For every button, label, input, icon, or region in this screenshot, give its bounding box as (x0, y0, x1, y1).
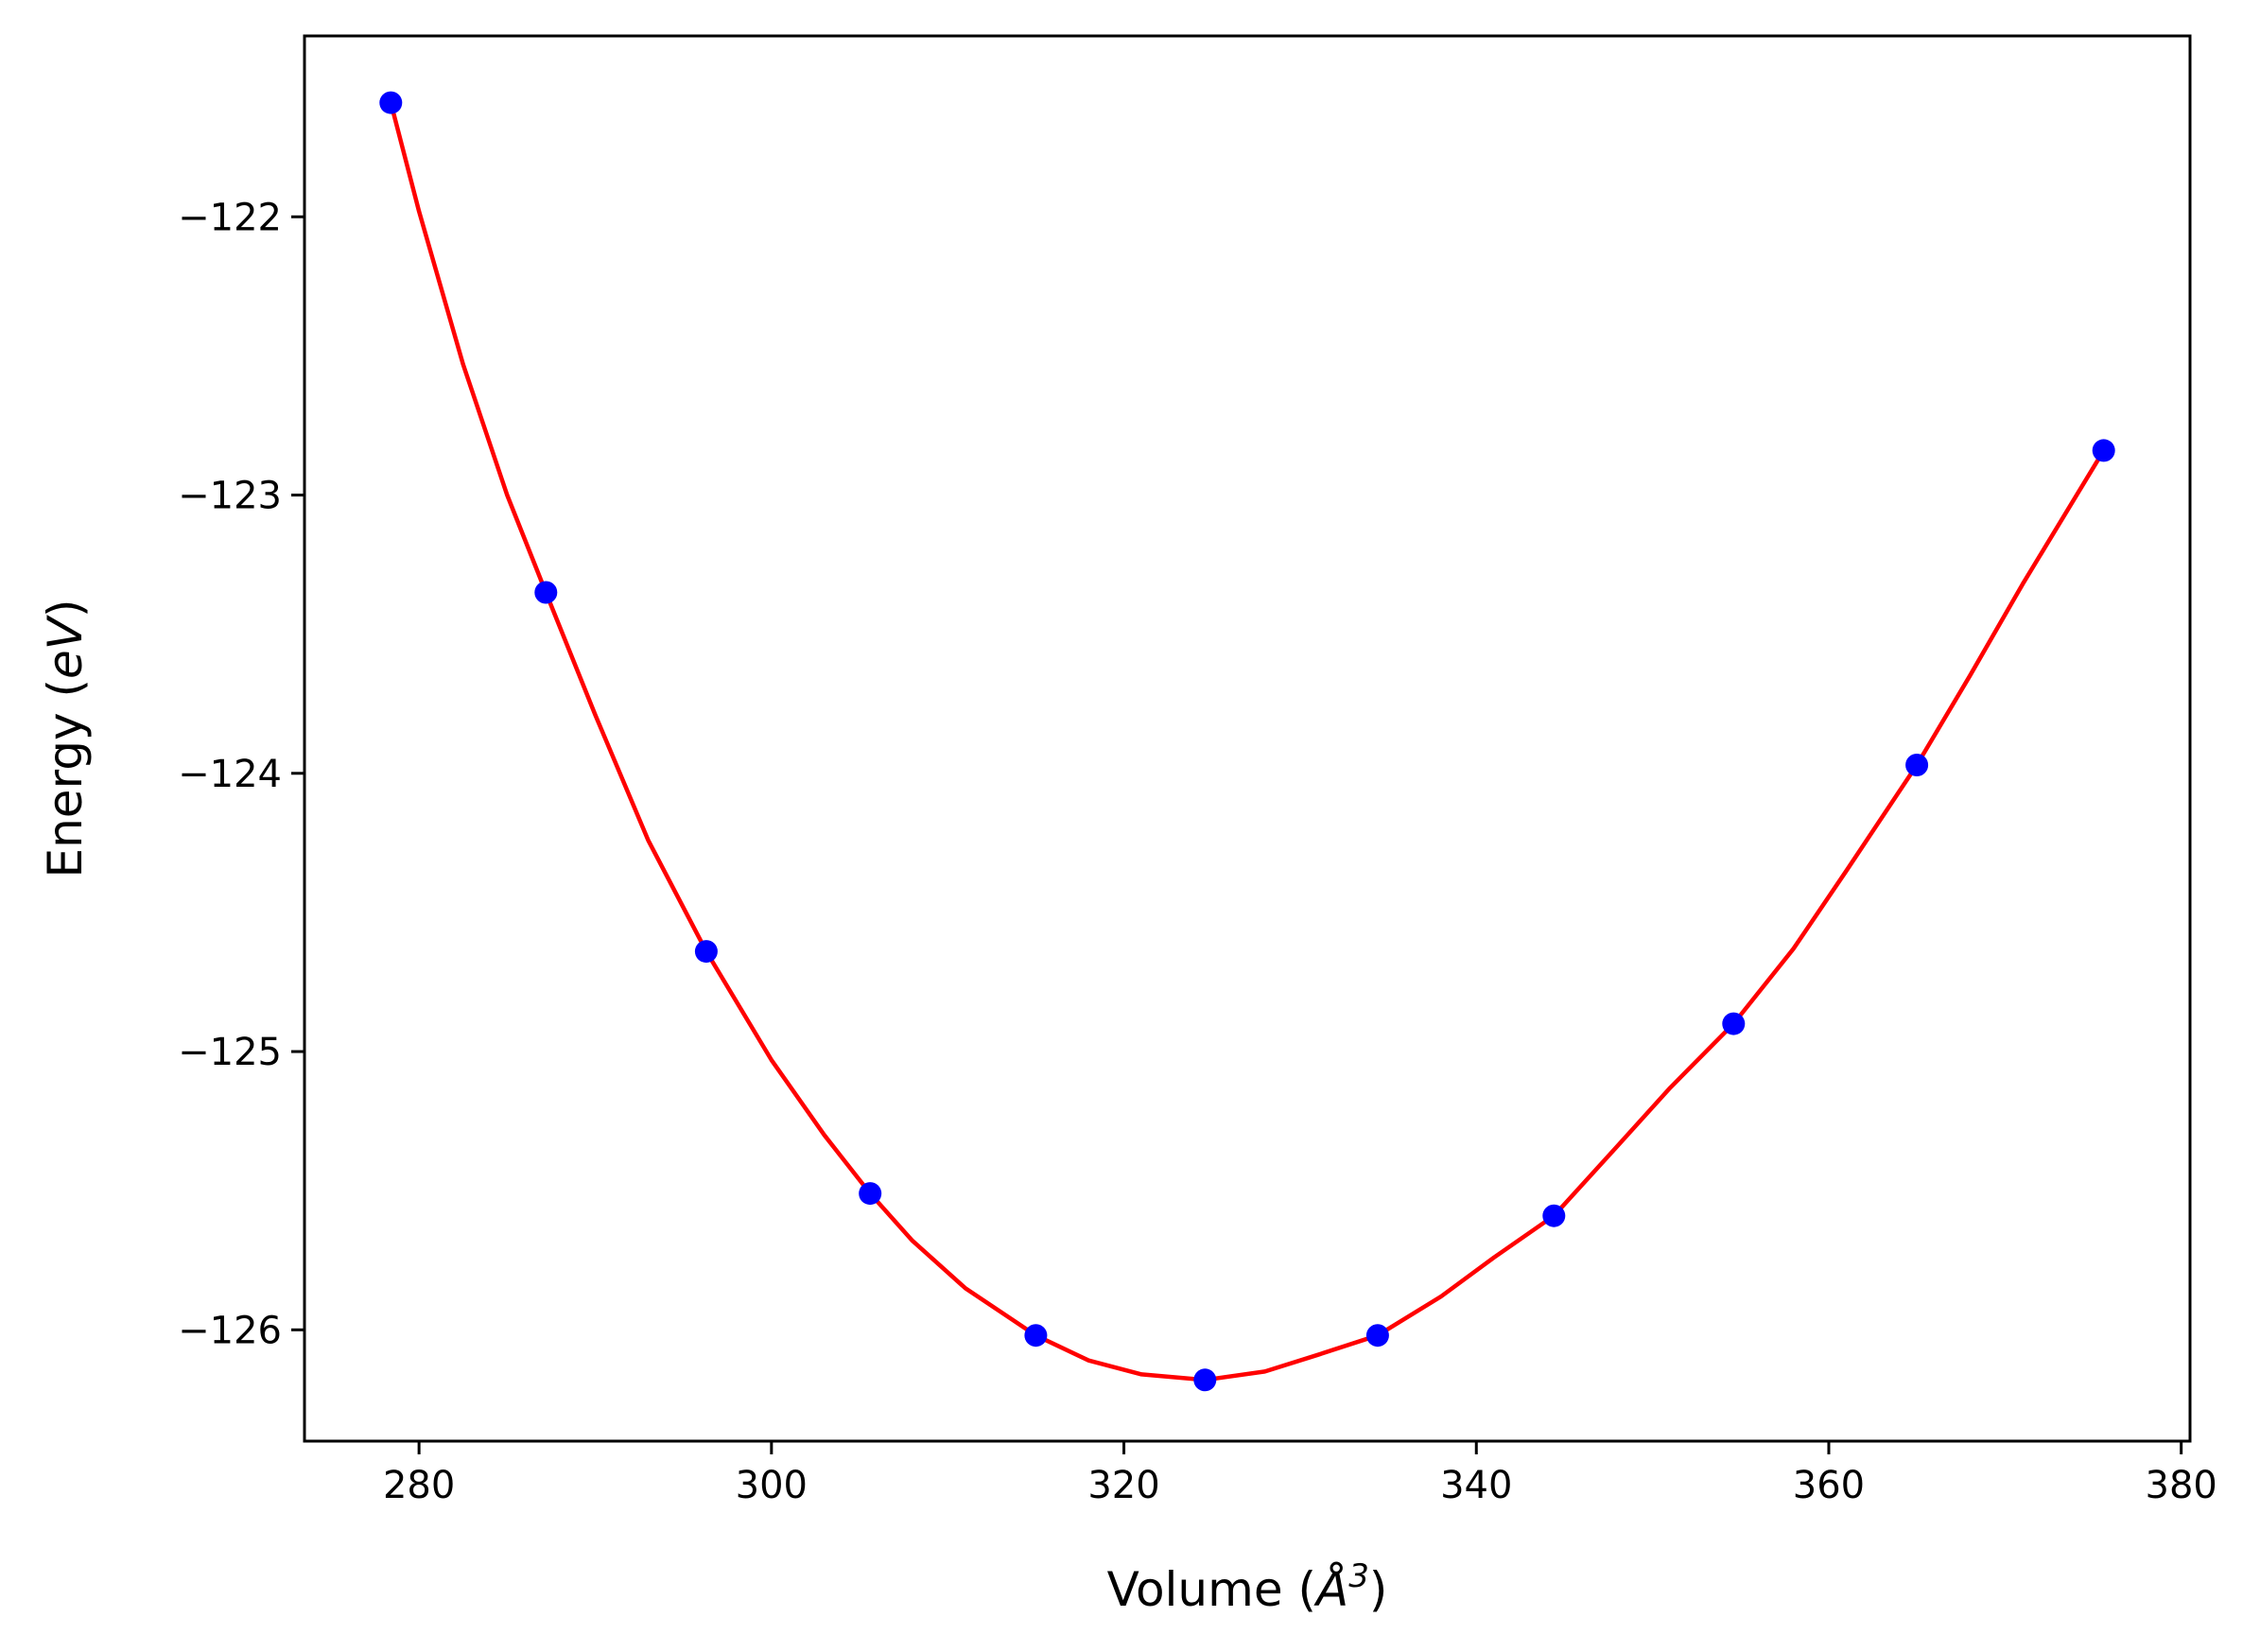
data-point (1722, 1012, 1746, 1035)
y-tick-label: −126 (178, 1309, 282, 1352)
x-tick-label: 340 (1440, 1464, 1512, 1507)
data-point (1193, 1368, 1217, 1392)
data-point (1024, 1324, 1048, 1348)
data-points-layer (379, 91, 2115, 1392)
y-tick-label: −124 (178, 753, 282, 796)
fit-curve (389, 102, 2106, 1382)
x-tick-label: 300 (736, 1464, 808, 1507)
data-point (1365, 1324, 1389, 1348)
data-point (534, 581, 558, 604)
x-tick-label: 280 (383, 1464, 455, 1507)
x-tick-label: 320 (1087, 1464, 1159, 1507)
data-point (859, 1182, 882, 1206)
x-axis-label: Volume (Å3) (1107, 1557, 1388, 1617)
y-tick-label: −125 (178, 1031, 282, 1074)
data-point (2092, 439, 2115, 462)
data-point (694, 940, 718, 964)
data-point (1542, 1204, 1566, 1227)
x-tick-label: 360 (1793, 1464, 1865, 1507)
x-axis-ticks: 280 300 320 340 360 380 (383, 1441, 2217, 1507)
data-point (1905, 754, 1929, 776)
plot-frame (303, 34, 2192, 1443)
y-axis-label: Energy (eV) (38, 600, 93, 878)
y-tick-label: −122 (178, 196, 282, 239)
fit-curve-layer (389, 102, 2106, 1382)
y-tick-label: −123 (178, 475, 282, 518)
x-tick-label: 380 (2146, 1464, 2217, 1507)
y-axis-ticks: −122 −123 −124 −125 −126 (178, 196, 304, 1352)
data-point (379, 91, 403, 114)
